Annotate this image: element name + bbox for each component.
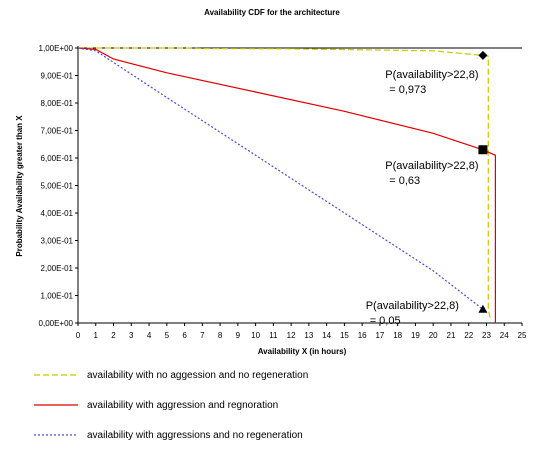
x-tick-label: 4 (147, 331, 152, 340)
legend-entry: availability with no aggession and no re… (34, 370, 308, 381)
x-tick-label: 10 (251, 331, 260, 340)
y-tick-label: 8,00E-01 (41, 99, 74, 108)
annotation-probability: P(availability>22,8) = 0,05 (366, 300, 459, 327)
marker-layer (478, 50, 488, 313)
x-tick-label: 22 (464, 331, 473, 340)
x-tick-label: 2 (111, 331, 116, 340)
series-line-0 (78, 47, 491, 318)
x-tick-label: 3 (129, 331, 134, 340)
x-tick-label: 20 (429, 331, 438, 340)
x-tick-label: 13 (304, 331, 313, 340)
legend-label: availability with aggression and regnora… (87, 400, 278, 411)
annotation-line1: P(availability>22,8) (385, 160, 478, 172)
y-tick-label: 1,00E+00 (39, 44, 74, 53)
x-axis-ticks: 0 1 2 3 4 5 6 7 8 9 10 11 12 13 14 15 16 17 18 19 20 21 22 23 24… (76, 323, 527, 340)
annotation-line2: = 0,05 (370, 315, 401, 327)
annotation-probability: P(availability>22,8) = 0,63 (385, 160, 478, 187)
legend-entry: availability with aggression and regnora… (34, 400, 278, 411)
legend-label: availability with no aggession and no re… (87, 370, 308, 381)
x-tick-label: 9 (236, 331, 241, 340)
square-marker (478, 145, 488, 155)
legend: availability with no aggession and no re… (34, 370, 308, 441)
x-tick-label: 15 (340, 331, 349, 340)
y-tick-label: 6,00E-01 (41, 154, 74, 163)
y-tick-label: 1,00E-01 (41, 292, 74, 301)
x-tick-label: 7 (200, 331, 205, 340)
series-layer (77, 47, 496, 323)
series-line-2 (77, 47, 487, 313)
y-axis-ticks: 0,00E+00 1,00E-01 2,00E-01 3,00E-01 4,00E-01… (39, 44, 78, 328)
x-tick-label: 24 (500, 331, 509, 340)
x-tick-label: 25 (518, 331, 527, 340)
x-tick-label: 1 (94, 331, 99, 340)
diamond-marker (478, 50, 488, 60)
y-tick-label: 4,00E-01 (41, 209, 74, 218)
x-tick-label: 0 (76, 331, 81, 340)
y-tick-label: 3,00E-01 (41, 237, 74, 246)
annotation-line1: P(availability>22,8) (385, 69, 478, 81)
x-tick-label: 11 (269, 331, 278, 340)
x-tick-label: 5 (165, 331, 170, 340)
y-tick-label: 9,00E-01 (41, 72, 74, 81)
chart-title: Availability CDF for the architecture (204, 8, 340, 17)
x-tick-label: 6 (182, 331, 187, 340)
plot-area (77, 46, 522, 324)
y-axis-label: Probability Availability greater than X (15, 115, 24, 257)
x-tick-label: 18 (393, 331, 402, 340)
annotation-probability: P(availability>22,8) = 0,973 (385, 69, 478, 96)
y-tick-label: 5,00E-01 (41, 182, 74, 191)
legend-entry: availability with aggressions and no reg… (34, 430, 303, 441)
x-tick-label: 12 (287, 331, 296, 340)
x-tick-label: 17 (375, 331, 384, 340)
triangle-marker (478, 304, 488, 313)
annotation-layer: P(availability>22,8) = 0,973P(availabilit… (366, 69, 479, 327)
annotation-line2: = 0,973 (389, 84, 426, 96)
x-tick-label: 8 (218, 331, 223, 340)
x-tick-label: 14 (322, 331, 331, 340)
y-tick-label: 0,00E+00 (39, 319, 74, 328)
legend-label: availability with aggressions and no reg… (87, 430, 303, 441)
x-tick-label: 16 (358, 331, 367, 340)
x-tick-label: 23 (482, 331, 491, 340)
x-axis-label: Availability X (in hours) (258, 347, 347, 356)
annotation-line1: P(availability>22,8) (366, 300, 459, 312)
annotation-line2: = 0,63 (389, 175, 420, 187)
x-tick-label: 19 (411, 331, 420, 340)
y-tick-label: 7,00E-01 (41, 127, 74, 136)
x-tick-label: 21 (447, 331, 456, 340)
series-line-1 (77, 47, 496, 323)
y-tick-label: 2,00E-01 (41, 264, 74, 273)
